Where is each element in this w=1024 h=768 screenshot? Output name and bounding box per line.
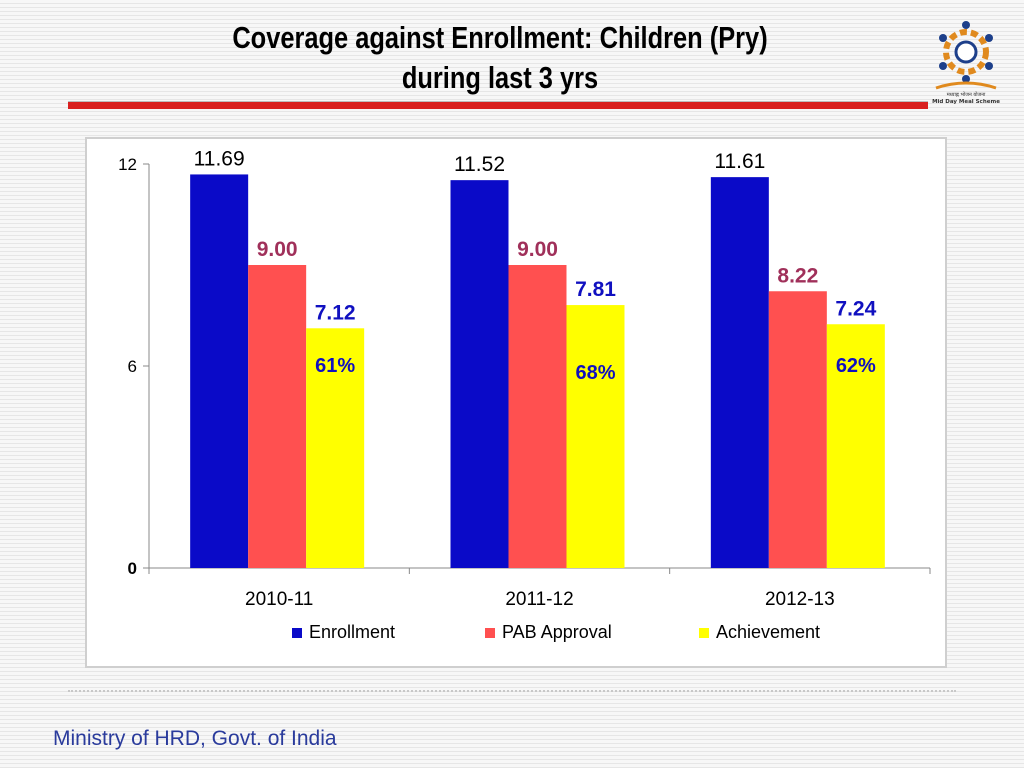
bar-pab-approval [508, 265, 567, 568]
legend-swatch-enrollment [292, 628, 302, 638]
x-tick-label: 2010-11 [245, 589, 313, 610]
legend-swatch-pab-approval [485, 628, 495, 638]
footer-text: Ministry of HRD, Govt. of India [53, 727, 337, 750]
slide-title-line-2: during last 3 yrs [401, 60, 599, 95]
data-label-enrollment: 11.69 [194, 147, 245, 170]
legend-label-pab-approval: PAB Approval [502, 622, 612, 642]
data-label-achievement: 7.12 [315, 301, 356, 324]
bar-chart: 0612No. of Children (in lakh)11.699.007.… [118, 147, 931, 642]
y-tick-label: 6 [128, 357, 137, 376]
legend-label-enrollment: Enrollment [309, 622, 395, 642]
slide-title: Coverage against Enrollment: Children (P… [197, 18, 804, 98]
achievement-percent-label: 62% [836, 355, 876, 377]
logo-ring-icon [939, 21, 993, 83]
y-tick-label: 0 [128, 559, 137, 578]
bar-pab-approval [248, 265, 307, 568]
bar-enrollment [710, 177, 769, 568]
bar-achievement [566, 305, 625, 568]
data-label-pab-approval: 9.00 [517, 238, 558, 261]
legend-label-achievement: Achievement [716, 622, 820, 642]
data-label-pab-approval: 8.22 [777, 264, 818, 287]
mid-day-meal-logo: मध्याह्न भोजन योजना Mid Day Meal Scheme [932, 21, 1000, 105]
x-tick-label: 2011-12 [505, 589, 573, 610]
bar-achievement [306, 328, 365, 568]
data-label-achievement: 7.24 [835, 297, 876, 320]
data-label-enrollment: 11.61 [714, 150, 765, 173]
chart-frame: 0612No. of Children (in lakh)11.699.007.… [85, 137, 947, 668]
achievement-percent-label: 68% [575, 362, 615, 384]
title-underline-thin [68, 101, 928, 102]
data-label-enrollment: 11.52 [454, 153, 505, 176]
achievement-percent-label: 61% [315, 355, 355, 377]
logo-caption-hindi: मध्याह्न भोजन योजना [947, 91, 986, 98]
bar-enrollment [190, 174, 249, 568]
title-underline [68, 101, 928, 109]
data-label-pab-approval: 9.00 [257, 238, 298, 261]
x-tick-label: 2012-13 [765, 589, 835, 610]
legend-swatch-achievement [699, 628, 709, 638]
bar-enrollment [450, 180, 509, 568]
data-label-achievement: 7.81 [575, 278, 616, 301]
slide-title-line-1: Coverage against Enrollment: Children (P… [232, 20, 768, 55]
bar-achievement [826, 324, 885, 568]
footer-divider [68, 690, 956, 692]
bar-pab-approval [768, 291, 827, 568]
y-tick-label: 12 [118, 155, 137, 174]
logo-caption-english: Mid Day Meal Scheme [932, 99, 1000, 105]
logo-book-icon [935, 81, 997, 90]
